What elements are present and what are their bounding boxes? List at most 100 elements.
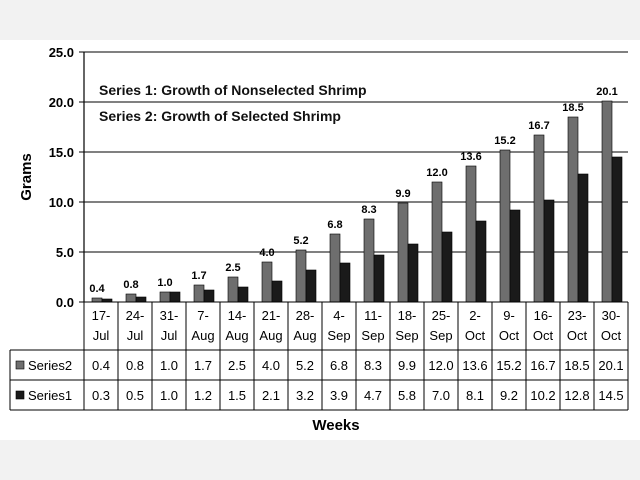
bar-series1 [475, 220, 487, 303]
table-cell-value: 14.5 [598, 388, 623, 403]
table-cell-value: 1.0 [160, 358, 178, 373]
category-label-top: 31- [160, 308, 179, 323]
y-tick-label: 0.0 [56, 295, 74, 310]
table-cell-value: 12.0 [428, 358, 453, 373]
data-label: 12.0 [426, 167, 447, 179]
annotation-text: Series 1: Growth of Nonselected Shrimp [99, 82, 367, 98]
bar-series2 [397, 202, 409, 303]
category-label-bottom: Sep [395, 328, 418, 343]
table-cell-value: 9.9 [398, 358, 416, 373]
category-label-bottom: Jul [127, 328, 144, 343]
bar-series2 [329, 233, 341, 303]
category-label-top: 14- [228, 308, 247, 323]
y-tick-label: 25.0 [49, 45, 74, 60]
bar-series1 [407, 243, 419, 303]
legend-key [15, 390, 25, 400]
table-cell-value: 1.5 [228, 388, 246, 403]
category-label-top: 30- [602, 308, 621, 323]
x-axis-title: Weeks [312, 417, 359, 434]
y-tick-label: 15.0 [49, 145, 74, 160]
data-label: 2.5 [225, 262, 240, 274]
table-cell-value: 1.2 [194, 388, 212, 403]
category-label-top: 28- [296, 308, 315, 323]
bar-series1 [271, 280, 283, 303]
table-cell-value: 20.1 [598, 358, 623, 373]
bar-series2 [363, 218, 375, 303]
bar-series1 [611, 156, 623, 303]
category-label-top: 2- [469, 308, 481, 323]
category-label-bottom: Jul [161, 328, 178, 343]
bar-series2 [159, 291, 171, 303]
table-cell-value: 2.5 [228, 358, 246, 373]
table-cell-value: 13.6 [462, 358, 487, 373]
y-tick-label: 10.0 [49, 195, 74, 210]
category-label-top: 25- [432, 308, 451, 323]
category-label-bottom: Oct [533, 328, 554, 343]
category-label-bottom: Oct [601, 328, 622, 343]
y-tick-label: 20.0 [49, 95, 74, 110]
series-name: Series2 [28, 358, 72, 373]
category-label-top: 17- [92, 308, 111, 323]
chart-panel: 0.0 5.0 10.0 15.0 20.0 25.0 0.4 0.8 1.0 1.7 2.5 4.0… [0, 40, 640, 440]
table-cell-value: 10.2 [530, 388, 555, 403]
data-label: 5.2 [293, 235, 308, 247]
category-label-bottom: Aug [191, 328, 214, 343]
bar-series1 [441, 231, 453, 303]
table-cell-value: 8.3 [364, 358, 382, 373]
table-cell-value: 9.2 [500, 388, 518, 403]
table-cell-value: 4.7 [364, 388, 382, 403]
bar-series2 [295, 249, 307, 303]
bar-series2 [91, 297, 103, 303]
data-label: 0.4 [89, 283, 105, 295]
category-label-bottom: Aug [225, 328, 248, 343]
category-label-bottom: Aug [293, 328, 316, 343]
table-cell-value: 16.7 [530, 358, 555, 373]
table-cell-value: 6.8 [330, 358, 348, 373]
bar-series2 [431, 181, 443, 303]
table-cell-value: 0.3 [92, 388, 110, 403]
category-label-bottom: Jul [93, 328, 110, 343]
data-label: 0.8 [123, 279, 138, 291]
table-cell-value: 15.2 [496, 358, 521, 373]
bar-series1 [577, 173, 589, 303]
bar-series1 [135, 296, 147, 303]
category-label-top: 21- [262, 308, 281, 323]
category-label-top: 9- [503, 308, 515, 323]
category-label-top: 4- [333, 308, 345, 323]
bar-series1 [237, 286, 249, 303]
bar-series2 [601, 100, 613, 303]
category-label-bottom: Oct [567, 328, 588, 343]
table-cell-value: 0.8 [126, 358, 144, 373]
table-cell-value: 0.5 [126, 388, 144, 403]
table-cell-value: 4.0 [262, 358, 280, 373]
data-label: 20.1 [596, 86, 617, 98]
bar-series2 [261, 261, 273, 303]
category-label-bottom: Sep [429, 328, 452, 343]
y-tick-label: 5.0 [56, 245, 74, 260]
data-label: 1.7 [191, 270, 206, 282]
data-label: 13.6 [460, 151, 481, 163]
table-cell-value: 1.0 [160, 388, 178, 403]
table-cell-value: 12.8 [564, 388, 589, 403]
table-cell-value: 18.5 [564, 358, 589, 373]
legend-key [15, 360, 25, 370]
table-cell-value: 2.1 [262, 388, 280, 403]
bar-series2 [499, 149, 511, 303]
table-cell-value: 7.0 [432, 388, 450, 403]
data-label: 4.0 [259, 247, 274, 259]
bar-chart: 0.0 5.0 10.0 15.0 20.0 25.0 0.4 0.8 1.0 1.7 2.5 4.0… [9, 45, 629, 434]
annotation-text: Series 2: Growth of Selected Shrimp [99, 108, 341, 124]
y-axis-title: Grams [18, 153, 35, 201]
category-label-top: 18- [398, 308, 417, 323]
bar-series2 [227, 276, 239, 303]
bar-series1 [305, 269, 317, 303]
category-label-bottom: Sep [361, 328, 384, 343]
table-cell-value: 1.7 [194, 358, 212, 373]
bar-series1 [169, 291, 181, 303]
data-label: 9.9 [395, 188, 410, 200]
table-cell-value: 8.1 [466, 388, 484, 403]
category-label-top: 16- [534, 308, 553, 323]
category-label-bottom: Aug [259, 328, 282, 343]
category-label-bottom: Sep [327, 328, 350, 343]
bar-series1 [203, 289, 215, 303]
